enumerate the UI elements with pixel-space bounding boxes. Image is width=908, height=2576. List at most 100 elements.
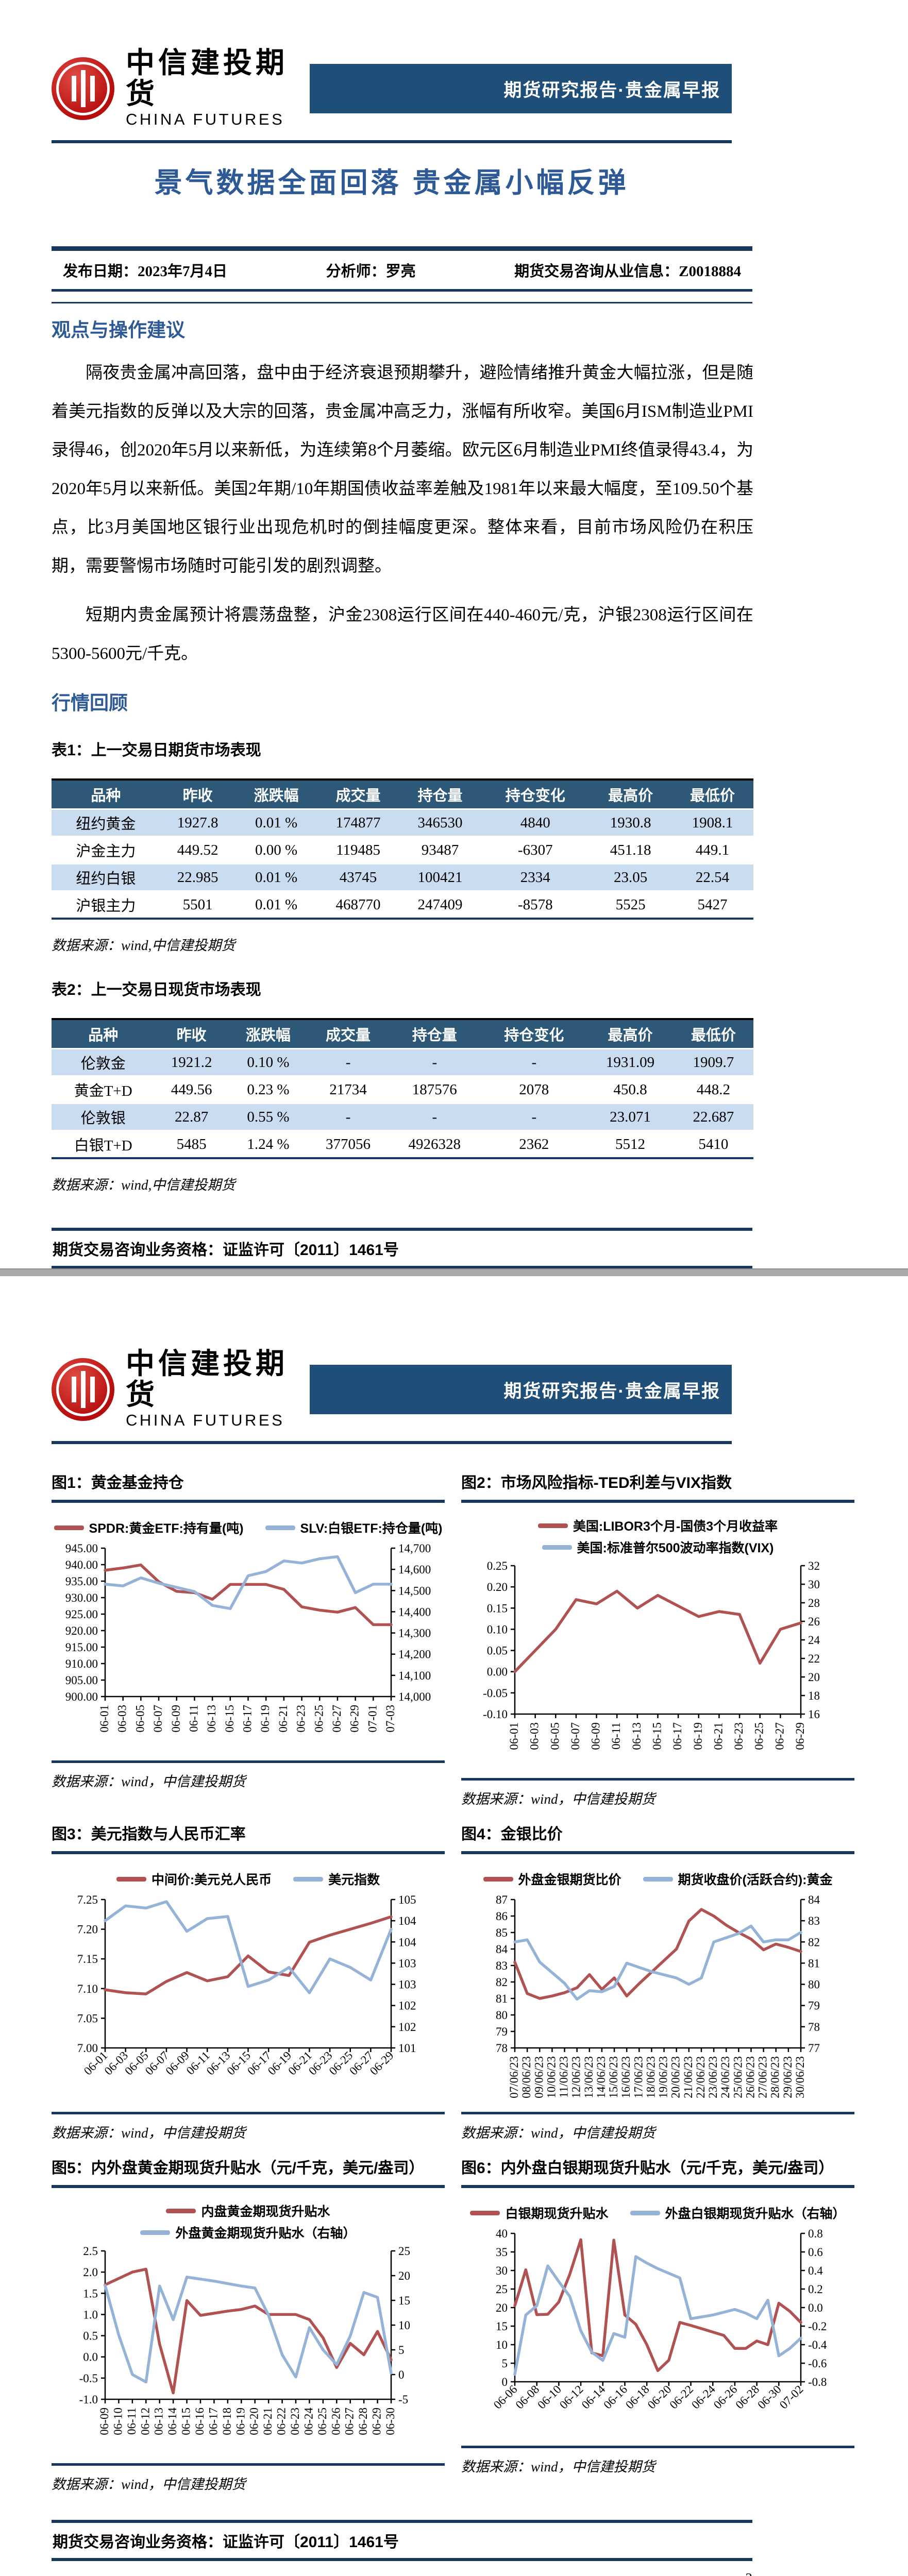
legend-swatch-icon [140,2230,171,2235]
svg-text:06-09: 06-09 [98,2408,111,2435]
svg-text:06-18: 06-18 [221,2408,233,2435]
svg-text:06-14: 06-14 [166,2408,179,2435]
svg-text:945.00: 945.00 [65,1542,98,1555]
svg-text:06-05: 06-05 [122,2049,151,2078]
svg-text:80: 80 [496,2009,508,2022]
svg-text:06-23: 06-23 [732,1722,745,1750]
svg-text:06-03: 06-03 [528,1722,541,1750]
svg-text:7.10: 7.10 [77,1982,98,1995]
svg-text:84: 84 [808,1893,820,1906]
table-body: 纽约黄金 1927.8 0.01 % 174877 346530 4840 1930.8 19… [52,809,753,920]
legend-label: 白银期现货升贴水 [505,2207,609,2221]
figure-2-legend: 美国:LIBOR3个月-国债3个月收益率 美国:标准普尔500波动率指数(VIX) [461,1516,854,1556]
svg-text:905.00: 905.00 [65,1674,98,1687]
table-cell: - [481,1103,587,1131]
figure-1-source-rule [52,1760,445,1763]
svg-text:06-11: 06-11 [187,1705,200,1732]
series-line [513,1908,802,2000]
table-cell: 5501 [160,891,236,920]
figure-2-source-rule [461,1778,854,1781]
svg-text:102: 102 [398,1999,416,2012]
svg-text:0: 0 [398,2368,405,2381]
svg-text:0.00: 0.00 [487,1666,508,1679]
table-cell: 1931.09 [587,1048,674,1077]
svg-text:14,700: 14,700 [398,1542,431,1555]
svg-text:79: 79 [496,2025,508,2038]
company-name-en: CHINA FUTURES [126,1411,285,1429]
table-cell: 93487 [399,836,481,865]
figure-1-plot: 945.00 940.00 935.00 930.00 925.00 920.00 915.… [65,1542,431,1733]
svg-text:14,200: 14,200 [398,1648,431,1661]
svg-text:14,000: 14,000 [398,1690,431,1703]
svg-text:86: 86 [496,1910,508,1923]
table-cell: 0.10 % [228,1048,308,1077]
column-header: 最高价 [590,779,672,810]
svg-text:7.15: 7.15 [77,1953,98,1965]
svg-text:32: 32 [808,1560,820,1572]
svg-text:06-29: 06-29 [794,1722,806,1750]
svg-text:102: 102 [398,2021,416,2033]
company-name-en: CHINA FUTURES [126,110,285,128]
svg-text:7.05: 7.05 [77,2012,98,2025]
table-cell: 174877 [317,809,399,837]
legend-item: 内盘黄金期现货升贴水 [166,2201,330,2220]
figure-3-source: 数据来源：wind，中信建投期货 [52,2125,246,2141]
svg-text:101: 101 [398,2042,416,2055]
figure-5-legend: 内盘黄金期现货升贴水 外盘黄金期现货升贴水（右轴） [52,2201,445,2242]
svg-text:06-25: 06-25 [316,2408,329,2435]
svg-text:25: 25 [398,2245,410,2258]
legend-item: 期货收盘价(活跃合约):黄金 [643,1870,833,1888]
svg-text:0.0: 0.0 [808,2301,823,2314]
svg-text:06-10: 06-10 [535,2383,564,2412]
table-cell: 23.05 [590,863,672,892]
svg-text:06-09: 06-09 [163,2049,192,2078]
figure-1-source: 数据来源：wind，中信建投期货 [52,1774,246,1789]
svg-text:15: 15 [496,2320,508,2333]
svg-text:25/06/23: 25/06/23 [731,2056,744,2098]
column-header: 最低价 [671,779,753,810]
figure-6-source-rule [461,2446,854,2448]
column-header: 涨跌幅 [235,779,317,810]
svg-text:81: 81 [808,1957,820,1970]
table-cell: 22.985 [160,863,236,892]
figure-2-plot: 0.25 0.20 0.15 0.10 0.05 0.00 -0.05 -0.10 32 30 28… [483,1560,820,1750]
table-cell: 449.56 [155,1076,228,1104]
page-number: 2 [52,2570,753,2576]
table-cell: 1908.1 [671,809,753,837]
svg-text:79: 79 [808,1999,820,2012]
svg-text:06-21: 06-21 [261,2408,274,2435]
series-line [104,2267,393,2395]
svg-text:14,300: 14,300 [398,1627,431,1640]
table-cell: - [388,1048,481,1077]
series-line [513,2238,802,2372]
svg-text:06-27: 06-27 [347,2049,376,2078]
legend-label: 内盘黄金期现货升贴水 [201,2205,330,2219]
svg-text:06-27: 06-27 [330,1705,343,1733]
figure-5: 图5：内外盘黄金期现货升贴水（元/千克，美元/盎司） 内盘黄金期现货升贴水 外盘黄… [52,2158,445,2493]
svg-text:06-22: 06-22 [275,2408,288,2435]
table-cell: 白银T+D [52,1130,155,1159]
legend-swatch-icon [166,2208,196,2213]
column-header: 品种 [52,779,160,810]
table-cell: 1921.2 [155,1048,228,1077]
table-header-row: 品种 昨收 涨跌幅 成交量 持仓量 持仓变化 最高价 最低价 [52,1019,753,1049]
table-cell: 468770 [317,891,399,920]
page-gap-divider [0,1268,908,1276]
svg-text:06-07: 06-07 [569,1722,582,1750]
header-divider [52,140,732,143]
table-cell: 1927.8 [160,809,236,837]
company-logo-icon [52,57,114,120]
svg-text:06-15: 06-15 [180,2408,193,2435]
table2-caption: 表2：上一交易日现货市场表现 [52,981,261,998]
legend-item: SLV:白银ETF:持仓量(吨) [265,1518,442,1537]
svg-text:20/06/23: 20/06/23 [669,2056,682,2098]
table-cell: 451.18 [590,836,672,865]
svg-text:1.0: 1.0 [83,2308,98,2321]
svg-text:-5: -5 [398,2393,408,2406]
table-cell: 377056 [308,1130,389,1159]
svg-text:06-15: 06-15 [223,1705,236,1733]
legend-label: SPDR:黄金ETF:持有量(吨) [89,1521,244,1536]
svg-text:82: 82 [808,1936,820,1948]
figure-4-source: 数据来源：wind，中信建投期货 [461,2125,655,2141]
